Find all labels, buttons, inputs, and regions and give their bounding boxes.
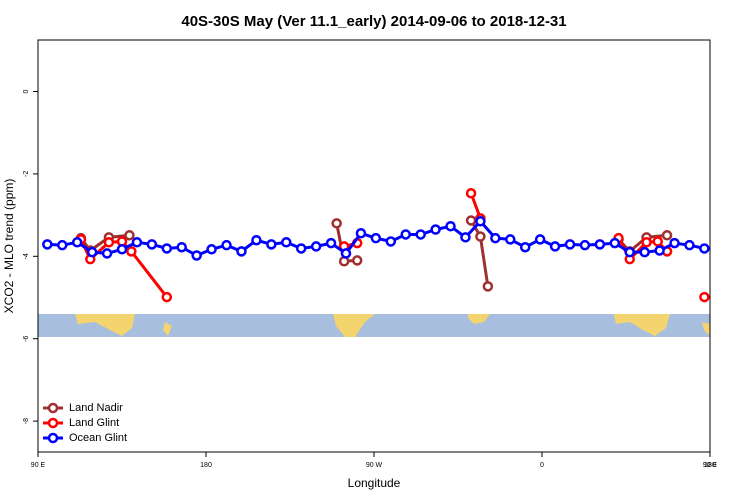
- point: [549, 241, 561, 252]
- point: [251, 234, 262, 246]
- legend-marker: [47, 432, 59, 444]
- point: [430, 224, 441, 235]
- point: [42, 239, 53, 250]
- point: [103, 237, 115, 248]
- y-tick-label: -8: [23, 418, 30, 424]
- point: [400, 229, 411, 240]
- point: [340, 248, 352, 259]
- point: [221, 239, 232, 251]
- point: [126, 246, 137, 257]
- point: [101, 248, 113, 259]
- point: [295, 243, 307, 254]
- point: [281, 237, 292, 248]
- y-tick-label: -6: [23, 335, 30, 341]
- y-tick-label: 0: [23, 89, 30, 93]
- point: [624, 246, 635, 258]
- point: [594, 239, 606, 250]
- legend-marker: [47, 417, 59, 429]
- point: [505, 234, 516, 245]
- point: [641, 237, 652, 248]
- point: [370, 232, 382, 244]
- series-line: [79, 219, 668, 287]
- legend-marker: [47, 402, 59, 414]
- point: [71, 237, 83, 248]
- legend-label: Ocean Glint: [69, 432, 127, 444]
- point: [86, 246, 98, 258]
- x-tick-label: 180: [200, 462, 212, 469]
- point: [534, 234, 546, 245]
- y-axis-label: XCO2 - MLO trend (ppm): [2, 179, 16, 314]
- x-tick-label: 0: [540, 462, 544, 469]
- point: [351, 255, 363, 266]
- point: [460, 232, 471, 243]
- x-axis-label: Longitude: [348, 476, 401, 490]
- point: [519, 241, 531, 253]
- point: [661, 230, 673, 241]
- x-tick-label: 180: [704, 462, 716, 469]
- point: [355, 227, 367, 239]
- point: [331, 218, 342, 229]
- x-tick-label: 90 E: [31, 462, 46, 469]
- point: [415, 229, 426, 240]
- point: [684, 239, 695, 251]
- x-tick-label: 90 E: [703, 462, 718, 469]
- y-tick-label: -4: [23, 253, 30, 259]
- map-strip: [38, 314, 710, 337]
- legend-label: Land Nadir: [69, 402, 123, 414]
- point: [445, 220, 456, 232]
- point: [131, 237, 143, 248]
- point: [310, 241, 322, 252]
- point: [654, 245, 665, 256]
- point: [236, 246, 247, 257]
- point: [146, 239, 158, 250]
- point: [206, 244, 217, 255]
- point: [475, 216, 486, 227]
- point: [490, 232, 501, 244]
- point: [161, 243, 173, 254]
- chart-title: 40S-30S May (Ver 11.1_early) 2014-09-06 …: [181, 13, 566, 30]
- point: [161, 291, 173, 303]
- point: [669, 237, 680, 249]
- point: [116, 244, 128, 255]
- point: [176, 241, 187, 253]
- point: [482, 281, 494, 292]
- point: [475, 231, 486, 242]
- point: [465, 215, 477, 226]
- point: [57, 239, 68, 251]
- legend-label: Land Glint: [69, 417, 119, 429]
- point: [699, 291, 710, 303]
- point: [639, 246, 650, 258]
- point: [191, 250, 202, 261]
- y-tick-label: -2: [23, 171, 30, 177]
- x-tick-label: 90 W: [366, 462, 383, 469]
- point: [564, 239, 576, 250]
- point: [124, 230, 135, 241]
- point: [325, 237, 337, 249]
- point: [579, 239, 591, 251]
- point: [385, 236, 397, 247]
- point: [699, 243, 710, 254]
- point: [652, 236, 663, 247]
- point: [266, 239, 277, 250]
- point: [609, 237, 621, 249]
- point: [465, 188, 477, 199]
